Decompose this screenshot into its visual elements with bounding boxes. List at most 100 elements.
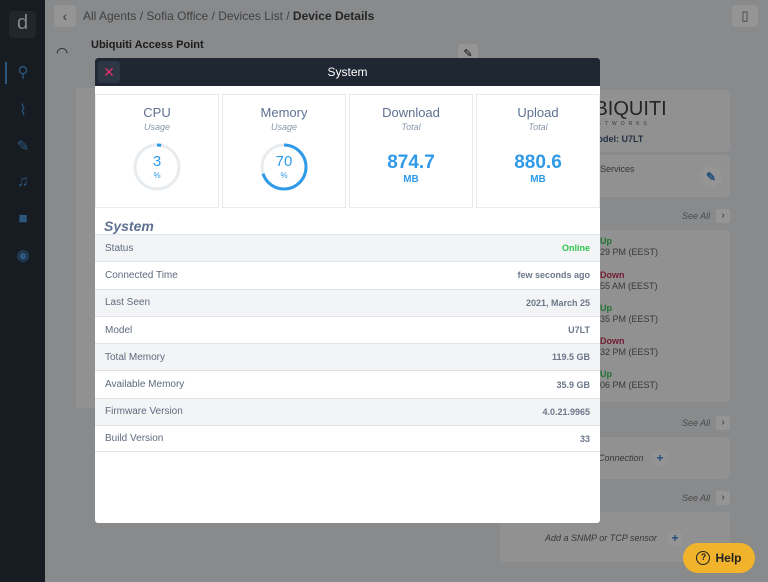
stat-title: Upload (517, 105, 559, 120)
row-value: U7LT (568, 325, 590, 336)
row-label: Model (105, 324, 133, 336)
row-value: 2021, March 25 (525, 297, 590, 308)
row-label: Build Version (105, 433, 164, 445)
table-row: Available Memory 35.9 GB (95, 370, 600, 397)
see-all-sensors[interactable]: See All (682, 493, 711, 503)
crumb-devices-list[interactable]: Devices List (218, 9, 283, 23)
row-label: Connected Time (105, 269, 178, 281)
stat-unit: MB (403, 174, 419, 185)
app-logo[interactable]: d (9, 11, 36, 38)
active-indicator (5, 62, 7, 84)
row-label: Firmware Version (105, 406, 183, 418)
event-time: 55 AM (EEST) (600, 281, 658, 291)
stat-value: 70 (275, 153, 293, 170)
help-button[interactable]: ? Help (683, 543, 755, 573)
table-row: Connected Time few seconds ago (95, 261, 600, 288)
event-time: 29 PM (EEST) (600, 247, 659, 257)
status-value: Online (561, 243, 590, 254)
wifi-icon: ◠ (56, 44, 69, 60)
stat-subtitle: Total (401, 122, 421, 132)
chevron-right-icon[interactable]: › (716, 491, 730, 505)
network-icon[interactable]: ⚲ (17, 64, 29, 81)
row-label: Last Seen (105, 297, 151, 309)
add-connection-button[interactable]: + (652, 450, 668, 466)
stat-unit: % (153, 171, 161, 180)
modal-title: System (327, 65, 368, 79)
row-label: Available Memory (105, 379, 185, 391)
book-icon[interactable]: ▯ (732, 5, 758, 27)
question-icon: ? (696, 551, 711, 565)
sidebar: d ⚲ ⌇ ✎ ♫ ■ ◉ (0, 0, 45, 582)
row-value: 33 (579, 433, 590, 444)
add-sensor-button[interactable]: + (667, 530, 683, 546)
brand-logo: UBIQUITI (580, 98, 667, 120)
memory-gauge: 70 % (259, 142, 309, 192)
user-icon[interactable]: ◉ (16, 247, 30, 264)
event-time: 06 PM (EEST) (600, 380, 659, 390)
stat-unit: MB (530, 174, 546, 185)
crumb-all-agents[interactable]: All Agents (83, 9, 137, 23)
table-row: Status Online (95, 234, 600, 262)
system-info-table: Status Online Connected Time few seconds a… (95, 234, 600, 453)
section-title: System (104, 218, 154, 234)
model-label: Model: U7LT (590, 134, 644, 144)
event-state: Down (600, 336, 625, 346)
gauge-arc (133, 143, 181, 191)
tag-icon[interactable]: ■ (18, 210, 28, 227)
memory-stat: Memory Usage 70 % (222, 94, 346, 208)
brand-sub: NETWORKS (590, 121, 651, 127)
table-row: Firmware Version 4.0.21.9965 (95, 397, 600, 426)
modal-header: ✕ System (95, 58, 600, 86)
row-value: 119.5 GB (551, 352, 590, 363)
chart-icon[interactable]: ⌇ (19, 102, 27, 119)
stat-subtitle: Usage (143, 122, 170, 132)
download-stat: Download Total 874.7 MB (349, 94, 473, 208)
stat-title: CPU (143, 105, 171, 120)
table-row: Build Version 33 (95, 425, 600, 453)
gauge-arc (260, 143, 308, 191)
system-modal: ✕ System CPU Usage 3 % Memory Usage 70 %… (95, 58, 600, 523)
see-all-events[interactable]: See All (682, 211, 711, 221)
table-row: Model U7LT (95, 315, 600, 343)
stat-unit: % (280, 171, 288, 180)
cpu-gauge: 3 % (132, 142, 182, 192)
table-row: Last Seen 2021, March 25 (95, 288, 600, 316)
help-label: Help (715, 551, 742, 565)
add-connection-label: Connection (598, 453, 644, 463)
event-state: Up (600, 236, 612, 246)
event-time: 32 PM (EEST) (600, 347, 659, 357)
stat-value: 874.7 (387, 152, 435, 173)
event-state: Down (600, 270, 625, 280)
stat-title: Download (382, 105, 440, 120)
upload-stat: Upload Total 880.6 MB (476, 94, 600, 208)
row-label: Status (105, 242, 134, 254)
bell-icon[interactable]: ♫ (17, 173, 29, 190)
event-state: Up (600, 369, 612, 379)
event-time: 35 PM (EEST) (600, 314, 659, 324)
crumb-sofia-office[interactable]: Sofia Office (146, 9, 209, 23)
wrench-icon[interactable]: ✎ (16, 138, 30, 155)
row-value: 4.0.21.9965 (542, 406, 590, 417)
chevron-right-icon[interactable]: › (716, 209, 730, 223)
cpu-stat: CPU Usage 3 % (95, 94, 219, 208)
stat-subtitle: Usage (270, 122, 297, 132)
crumb-current: Device Details (292, 9, 375, 23)
stats-row: CPU Usage 3 % Memory Usage 70 % Download… (95, 86, 600, 236)
see-all-connections[interactable]: See All (682, 418, 711, 428)
edit-services-button[interactable]: ✎ (700, 166, 722, 188)
event-state: Up (600, 303, 612, 313)
stat-value: 880.6 (514, 152, 562, 173)
add-sensor-label: Add a SNMP or TCP sensor (545, 533, 657, 543)
row-value: few seconds ago (517, 270, 590, 281)
row-label: Total Memory (105, 351, 166, 363)
chevron-right-icon[interactable]: › (716, 416, 730, 430)
stat-title: Memory (260, 105, 308, 120)
breadcrumb: All Agents / Sofia Office / Devices List… (83, 9, 375, 23)
stat-value: 3 (152, 153, 162, 170)
row-value: 35.9 GB (556, 379, 590, 390)
close-button[interactable]: ✕ (98, 61, 120, 83)
services-label: Services (600, 164, 635, 174)
back-button[interactable]: ‹ (54, 5, 76, 27)
stat-subtitle: Total (528, 122, 548, 132)
device-title: Ubiquiti Access Point (91, 39, 204, 51)
